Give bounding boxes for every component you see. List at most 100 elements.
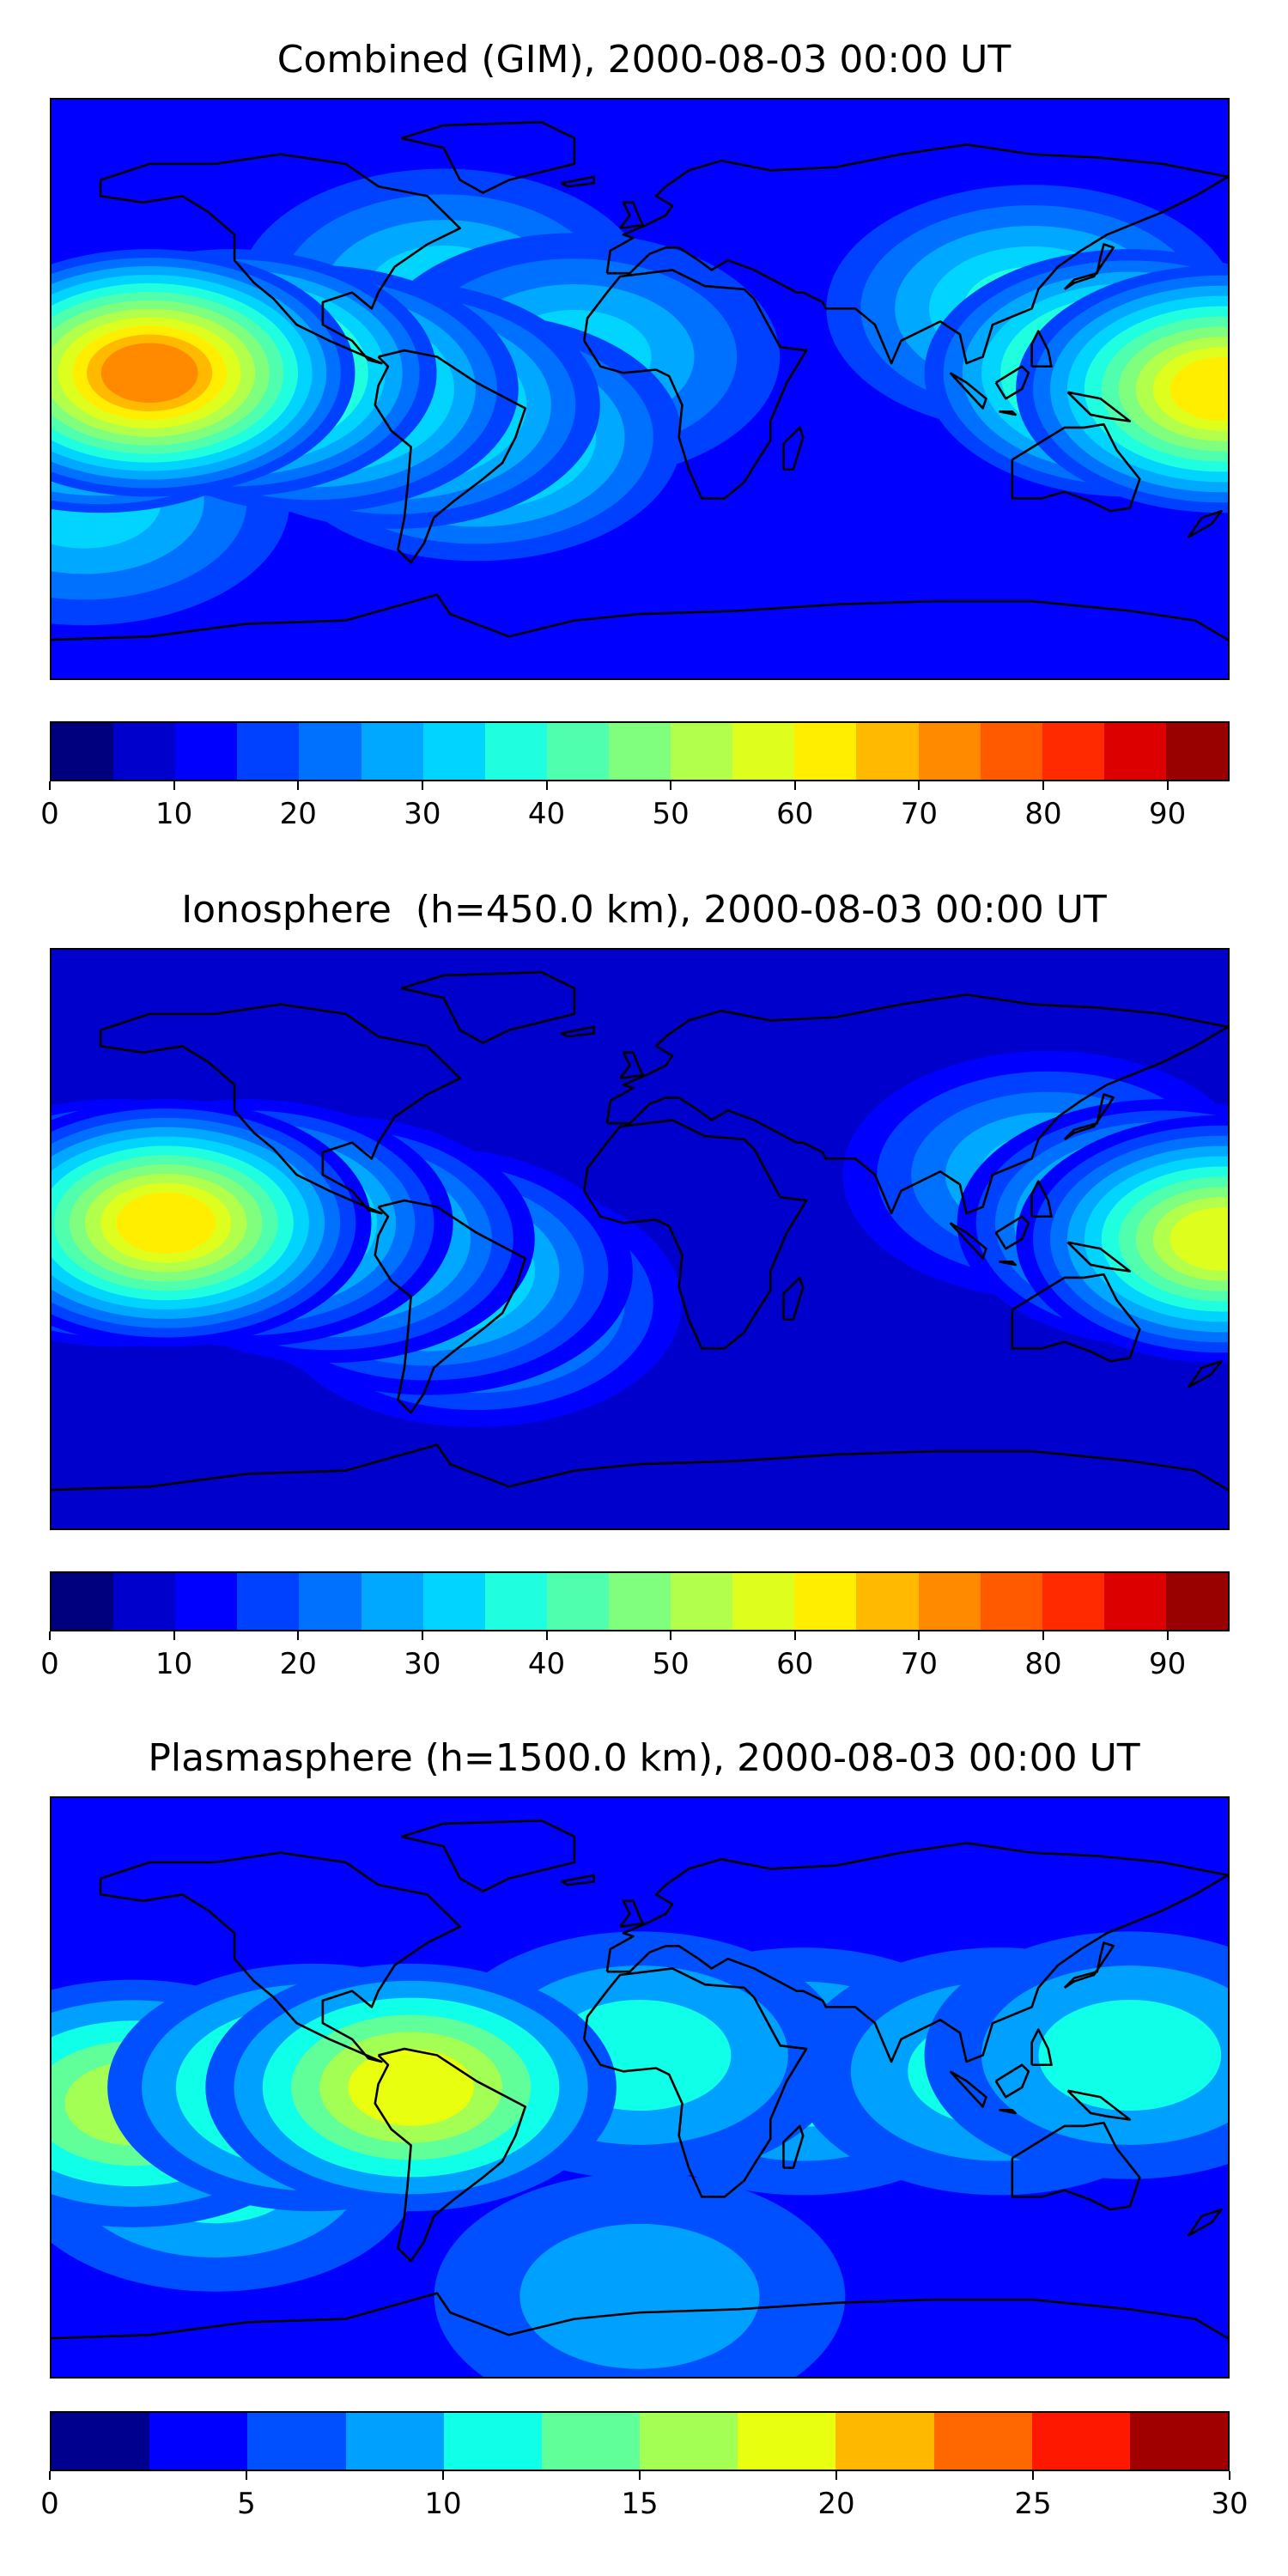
colorbar-segment	[484, 723, 547, 780]
colorbar-segment	[1103, 723, 1166, 780]
coastline	[52, 2292, 1228, 2340]
colorbar-tick	[1042, 781, 1045, 790]
colorbar-tick	[173, 1631, 175, 1640]
colorbar-segment	[1103, 1573, 1166, 1630]
coastline	[52, 593, 1228, 641]
colorbar-tick	[297, 781, 300, 790]
coastline	[1066, 391, 1132, 422]
contour-band	[519, 2223, 760, 2369]
colorbar-segment	[980, 1573, 1042, 1630]
coastline	[1066, 1241, 1132, 1273]
colorbar-ticks: 0 5 10 15 20 25 30	[40, 2471, 1249, 2523]
colorbar-segment	[794, 723, 857, 780]
colorbar-tick	[442, 2471, 444, 2480]
coastline	[782, 2124, 805, 2169]
coastline	[561, 1874, 596, 1886]
coastline	[1011, 2121, 1141, 2211]
coastlines	[52, 970, 1228, 1492]
colorbar-tick-label: 60	[776, 1647, 814, 1681]
chart-title: Plasmasphere (h=1500.0 km), 2000-08-03 0…	[148, 1736, 1140, 1780]
colorbar-segment	[546, 723, 609, 780]
colorbar-tick-label: 30	[404, 1647, 441, 1681]
colorbar-segment	[835, 2413, 934, 2470]
colorbar-segment	[237, 1573, 300, 1630]
coastline	[52, 1443, 1228, 1492]
colorbar-tick	[421, 1631, 423, 1640]
coastline	[561, 1025, 596, 1038]
colorbar-tick-label: 70	[900, 797, 939, 831]
colorbar-segment	[608, 723, 671, 780]
coastline	[1063, 243, 1115, 290]
coastline	[994, 1215, 1030, 1250]
contour-band	[116, 1192, 216, 1254]
colorbar-segment	[237, 723, 300, 780]
coastline	[782, 426, 805, 471]
colorbar-segment	[980, 723, 1042, 780]
colorbar-tick	[545, 781, 548, 790]
colorbar-tick-label: 10	[155, 797, 193, 831]
colorbar-tick-label: 10	[155, 1647, 193, 1681]
contour-feature	[924, 1931, 1228, 2179]
coastline	[1011, 422, 1141, 513]
colorbar-tick-label: 25	[1014, 2487, 1052, 2521]
coastline	[619, 1899, 645, 1929]
coastline	[374, 349, 527, 564]
contour-feature	[1016, 1115, 1228, 1364]
colorbar-segment	[361, 1573, 423, 1630]
colorbar-segment	[1031, 2413, 1130, 2470]
colorbar-tick	[1229, 2471, 1230, 2480]
colorbar-segment	[794, 1573, 857, 1630]
colorbar-tick-label: 5	[237, 2487, 256, 2521]
colorbar-tick-label: 20	[279, 1647, 317, 1681]
colorbar-tick-label: 90	[1149, 1647, 1187, 1681]
coastline	[994, 2063, 1030, 2099]
colorbar-segment	[443, 2413, 542, 2470]
colorbar-tick-label: 50	[652, 1647, 690, 1681]
colorbar-tick-label: 40	[527, 797, 566, 831]
coastlines	[52, 120, 1228, 641]
colorbar-segment	[175, 723, 238, 780]
colorbar-segment	[361, 723, 423, 780]
coastline	[1188, 1359, 1223, 1388]
colorbar-segment	[52, 723, 114, 780]
chart-title: Combined (GIM), 2000-08-03 00:00 UT	[276, 38, 1012, 82]
colorbar-tick-label: 30	[1211, 2487, 1249, 2521]
coastline	[605, 993, 1228, 1215]
colorbar-segment	[546, 1573, 609, 1630]
colorbar-segment	[933, 2413, 1032, 2470]
coastline	[583, 1119, 808, 1350]
colorbar-segment	[1129, 2413, 1229, 2470]
colorbar-segment	[918, 1573, 981, 1630]
colorbar-tick-label: 0	[40, 2487, 59, 2521]
colorbar-segment	[345, 2413, 444, 2470]
map-svg	[52, 100, 1228, 678]
colorbar-segment	[1042, 723, 1104, 780]
colorbar-segment	[608, 1573, 671, 1630]
colorbar-tick	[670, 1631, 672, 1640]
coastline	[1030, 1180, 1053, 1218]
colorbar-tick	[793, 1631, 796, 1640]
coastline	[1188, 509, 1223, 538]
colorbar-segment	[856, 723, 919, 780]
colorbar-tick	[918, 1631, 920, 1640]
coastline	[619, 201, 645, 230]
colorbar-ticks: 0 10 20 30 40 50 60 70 80 90	[40, 1631, 1230, 1683]
colorbar-tick	[835, 2471, 837, 2480]
colorbar-tick	[670, 781, 672, 790]
colorbar-segment	[113, 1573, 176, 1630]
chart-title: Ionosphere (h=450.0 km), 2000-08-03 00:0…	[181, 888, 1107, 932]
contour-band	[100, 343, 198, 404]
contour-band	[1038, 1999, 1222, 2111]
coastline	[1011, 1273, 1141, 1363]
coastline	[999, 1260, 1017, 1267]
colorbar-segment	[732, 1573, 795, 1630]
coastline	[99, 1851, 462, 2063]
coastline	[999, 2108, 1017, 2115]
colorbar-tick-label: 15	[621, 2487, 659, 2521]
coastline	[1066, 2089, 1132, 2121]
colorbar-tick-label: 0	[40, 797, 59, 831]
contour-feature	[1016, 264, 1228, 513]
coastline	[1188, 2208, 1223, 2237]
coastline	[561, 175, 596, 188]
colorbar-tick	[421, 781, 423, 790]
